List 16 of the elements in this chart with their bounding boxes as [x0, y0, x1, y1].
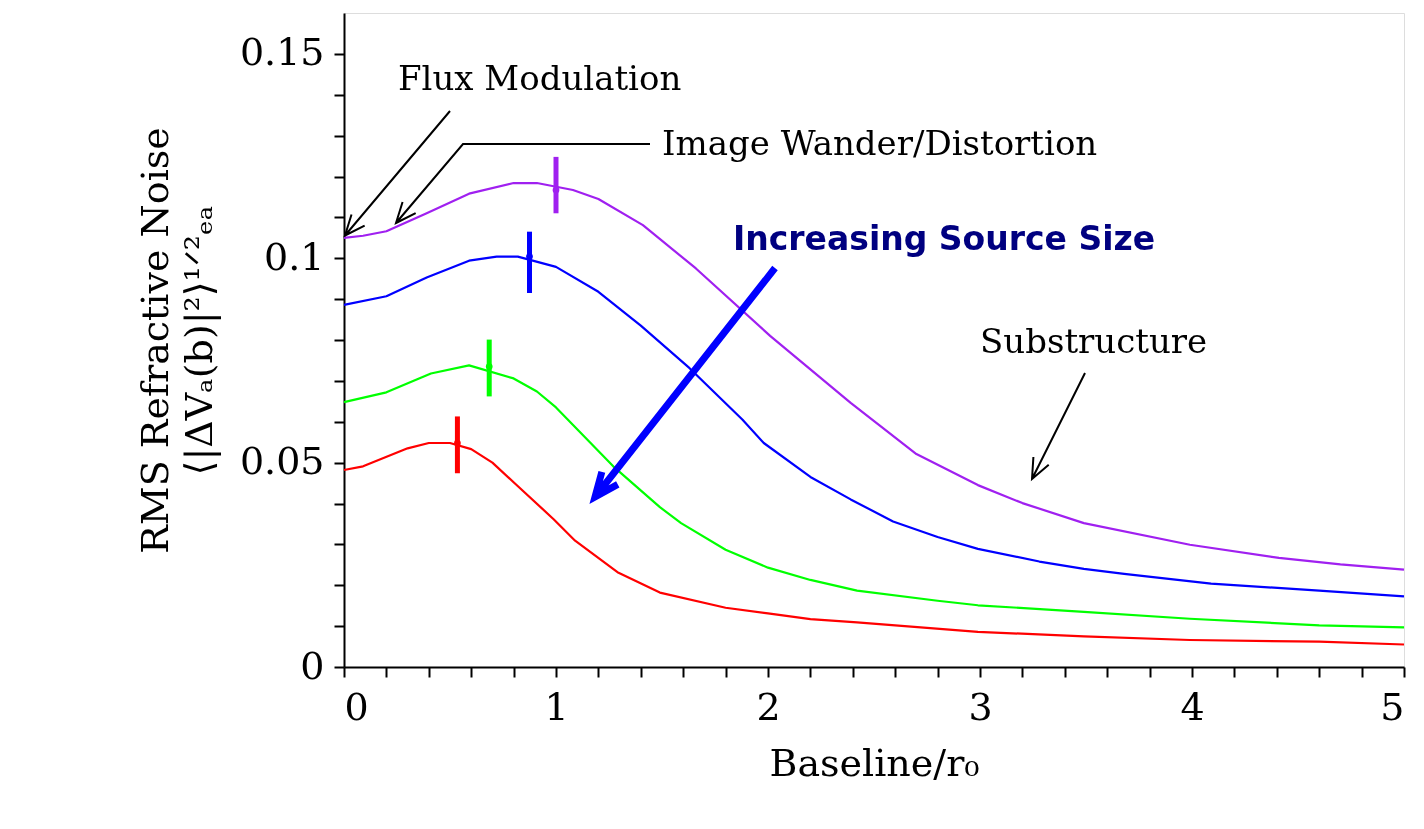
annotation: Substructure	[980, 321, 1208, 361]
annotation: Flux Modulation	[398, 58, 682, 98]
y-tick-label: 0	[300, 643, 325, 688]
x-tick-label: 0	[344, 684, 369, 729]
x-tick-label: 1	[544, 684, 569, 729]
x-tick-label: 2	[756, 684, 781, 729]
annotation: Increasing Source Size	[733, 219, 1156, 258]
x-tick-label: 3	[968, 684, 993, 729]
y-tick-label: 0.15	[239, 30, 325, 75]
x-axis-title: Baseline/r₀	[769, 740, 980, 785]
y-tick-label: 0.05	[239, 439, 325, 484]
y-axis-title: RMS Refractive Noise ⟨|ΔVₐ(b)|²⟩¹ᐟ²ₑₐ	[132, 127, 221, 554]
x-tick-label: 5	[1380, 684, 1405, 729]
y-tick-label: 0.1	[264, 234, 325, 279]
x-tick-label: 4	[1180, 684, 1205, 729]
annotation: Image Wander/Distortion	[662, 123, 1098, 163]
